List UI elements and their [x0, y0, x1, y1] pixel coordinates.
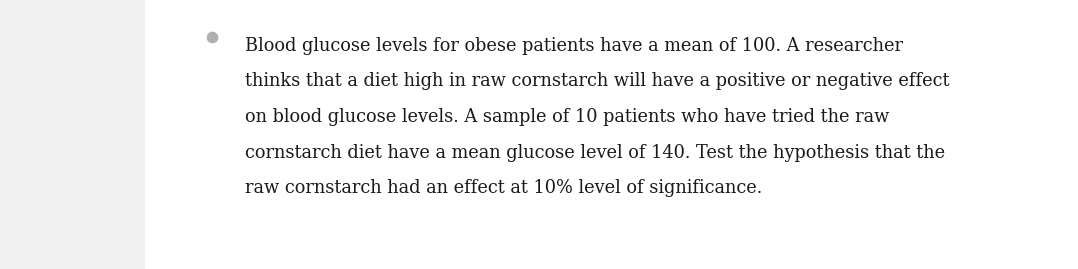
Text: raw cornstarch had an effect at 10% level of significance.: raw cornstarch had an effect at 10% leve…	[245, 179, 762, 197]
Text: on blood glucose levels. A sample of 10 patients who have tried the raw: on blood glucose levels. A sample of 10 …	[245, 108, 889, 126]
Text: cornstarch diet have a mean glucose level of 140. Test the hypothesis that the: cornstarch diet have a mean glucose leve…	[245, 143, 945, 161]
Text: Blood glucose levels for obese patients have a mean of 100. A researcher: Blood glucose levels for obese patients …	[245, 37, 903, 55]
Point	[204, 35, 221, 39]
FancyBboxPatch shape	[146, 0, 1078, 269]
Text: thinks that a diet high in raw cornstarch will have a positive or negative effec: thinks that a diet high in raw cornstarc…	[245, 73, 950, 90]
